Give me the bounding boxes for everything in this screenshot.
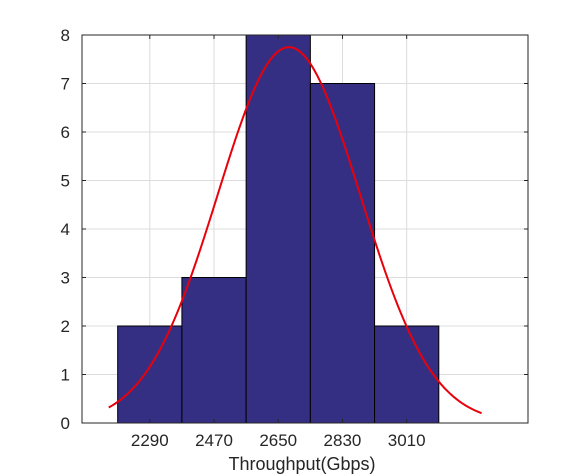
y-tick-label: 1 <box>61 366 70 385</box>
histogram-bar <box>309 83 376 424</box>
x-tick-labels: 2290 2470 2650 2830 3010 <box>131 35 426 450</box>
x-tick-label: 2830 <box>324 431 362 450</box>
fit-curve-group <box>108 46 482 415</box>
histogram-bar <box>181 277 247 424</box>
y-tick-label: 2 <box>61 317 70 336</box>
bars <box>117 34 440 424</box>
y-tick-label: 8 <box>61 26 70 45</box>
y-tick-label: 6 <box>61 123 70 142</box>
x-tick-label: 2650 <box>259 431 297 450</box>
y-tick-label: 4 <box>61 220 70 239</box>
x-tick-label: 2470 <box>195 431 233 450</box>
histogram-bar <box>374 325 440 424</box>
y-tick-label: 7 <box>61 75 70 94</box>
x-tick-label: 3010 <box>388 431 426 450</box>
y-tick-label: 5 <box>61 172 70 191</box>
y-tick-labels: 0 1 2 3 4 5 6 7 8 <box>61 26 528 433</box>
y-tick-label: 3 <box>61 269 70 288</box>
histogram-bar <box>117 325 183 424</box>
x-tick-label: 2290 <box>131 431 169 450</box>
normal-fit-curve <box>108 46 482 415</box>
histogram-bar <box>245 34 311 424</box>
x-axis-title: Throughput(Gbps) <box>228 454 375 474</box>
y-tick-label: 0 <box>61 414 70 433</box>
